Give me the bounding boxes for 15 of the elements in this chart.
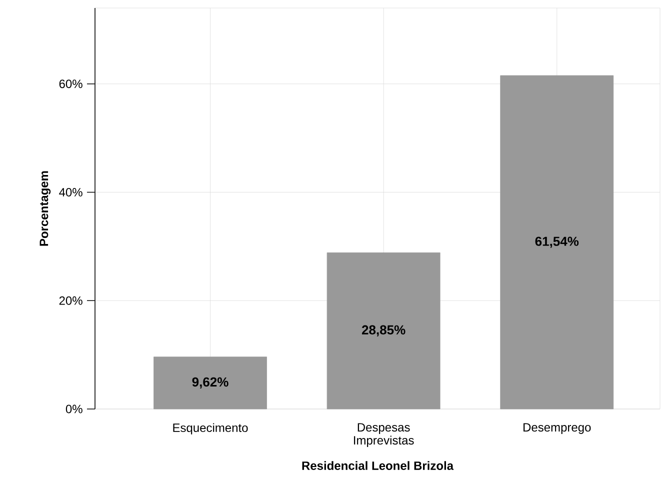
y-axis-title: Porcentagem	[40, 171, 51, 246]
bar	[154, 356, 267, 410]
x-tick-label: Esquecimento	[173, 423, 248, 434]
y-tick-label: 60%	[59, 80, 82, 88]
data-label: 9,62%	[192, 377, 228, 388]
bar	[500, 75, 614, 410]
x-tick-label: Despesas Imprevistas	[354, 423, 414, 447]
y-tick-label: 20%	[59, 296, 82, 305]
y-tick-label: 40%	[59, 188, 82, 196]
x-tick-label: Desemprego	[524, 423, 591, 434]
y-tick-label: 0%	[66, 404, 82, 414]
data-label: 61,54%	[535, 236, 579, 248]
x-axis-title: Residencial Leonel Brizola	[302, 461, 454, 470]
data-label: 28,85%	[362, 325, 406, 336]
bar	[326, 252, 440, 410]
